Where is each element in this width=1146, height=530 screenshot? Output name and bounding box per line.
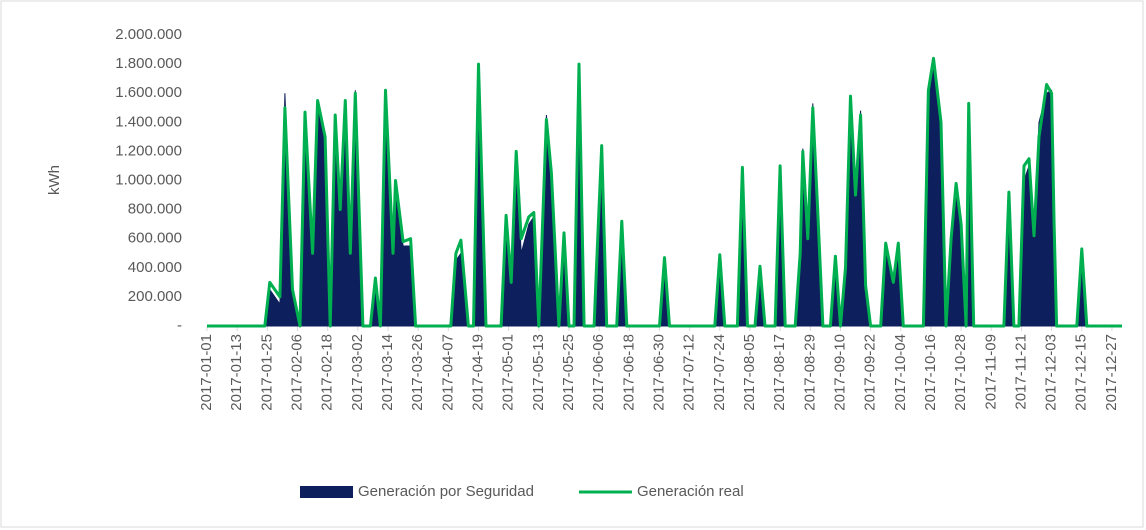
x-tick-label: 2017-10-04: [892, 334, 909, 411]
y-axis-label: kWh: [46, 165, 63, 195]
x-tick-label: 2017-01-13: [228, 334, 245, 411]
x-tick-label: 2017-02-06: [288, 334, 305, 411]
x-tick-label: 2017-12-27: [1103, 334, 1120, 411]
x-tick-label: 2017-04-19: [469, 334, 486, 411]
x-tick-label: 2017-06-06: [590, 334, 607, 411]
x-tick-label: 2017-08-05: [741, 334, 758, 411]
y-tick-label: 400.000: [128, 259, 182, 276]
x-tick-label: 2017-05-13: [530, 334, 547, 411]
x-tick-label: 2017-05-01: [500, 334, 517, 411]
x-tick-label: 2017-01-25: [258, 334, 275, 411]
y-tick-label: 1.600.000: [115, 84, 182, 101]
x-tick-label: 2017-03-26: [409, 334, 426, 411]
x-tick-label: 2017-01-01: [198, 334, 215, 411]
x-tick-label: 2017-12-15: [1073, 334, 1090, 411]
x-tick-label: 2017-03-02: [349, 334, 366, 411]
y-tick-label: 1.000.000: [115, 171, 182, 188]
y-tick-label: 600.000: [128, 230, 182, 247]
x-tick-label: 2017-12-03: [1043, 334, 1060, 411]
y-tick-label: 2.000.000: [115, 26, 182, 43]
x-tick-label: 2017-07-12: [681, 334, 698, 411]
legend-swatch: [300, 486, 353, 498]
x-tick-label: 2017-05-25: [560, 334, 577, 411]
x-tick-label: 2017-11-09: [982, 334, 999, 410]
y-tick-label: 200.000: [128, 288, 182, 305]
legend-label: Generación por Seguridad: [358, 483, 534, 500]
y-tick-label: 1.400.000: [115, 113, 182, 130]
x-tick-label: 2017-08-17: [771, 334, 788, 411]
y-tick-label: -: [177, 317, 182, 334]
x-tick-label: 2017-10-28: [952, 334, 969, 411]
x-tick-label: 2017-09-10: [831, 334, 848, 411]
x-tick-label: 2017-04-07: [439, 334, 456, 411]
x-tick-label: 2017-02-18: [319, 334, 336, 411]
y-tick-label: 800.000: [128, 201, 182, 218]
x-tick-label: 2017-08-29: [801, 334, 818, 411]
legend-label: Generación real: [637, 483, 744, 500]
x-tick-label: 2017-09-22: [862, 334, 879, 411]
x-tick-label: 2017-10-16: [922, 334, 939, 411]
series-line: [207, 56, 1122, 328]
y-tick-label: 1.800.000: [115, 55, 182, 72]
x-tick-label: 2017-03-14: [379, 334, 396, 411]
x-tick-label: 2017-06-18: [620, 334, 637, 411]
x-tick-label: 2017-06-30: [650, 334, 667, 411]
x-tick-label: 2017-11-21: [1012, 334, 1029, 410]
y-tick-label: 1.200.000: [115, 142, 182, 159]
x-tick-label: 2017-07-24: [711, 334, 728, 411]
